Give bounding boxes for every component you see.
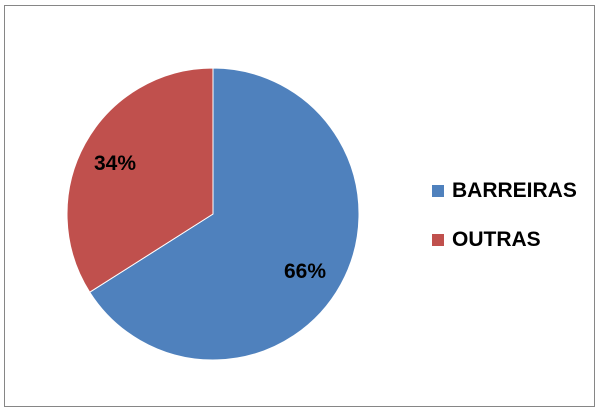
legend-label-outras: OUTRAS <box>452 228 541 251</box>
legend-item-barreiras: BARREIRAS <box>432 178 577 204</box>
pie-slice-barreiras <box>89 67 360 361</box>
data-label-barreiras: 66% <box>284 260 326 283</box>
data-label-outras: 34% <box>94 152 136 175</box>
pie-slice-outras <box>66 67 214 293</box>
legend-item-outras: OUTRAS <box>432 227 577 253</box>
legend-swatch-outras <box>432 234 444 246</box>
legend-label-barreiras: BARREIRAS <box>452 179 577 202</box>
legend: BARREIRAS OUTRAS <box>432 178 577 276</box>
legend-swatch-barreiras <box>432 185 444 197</box>
